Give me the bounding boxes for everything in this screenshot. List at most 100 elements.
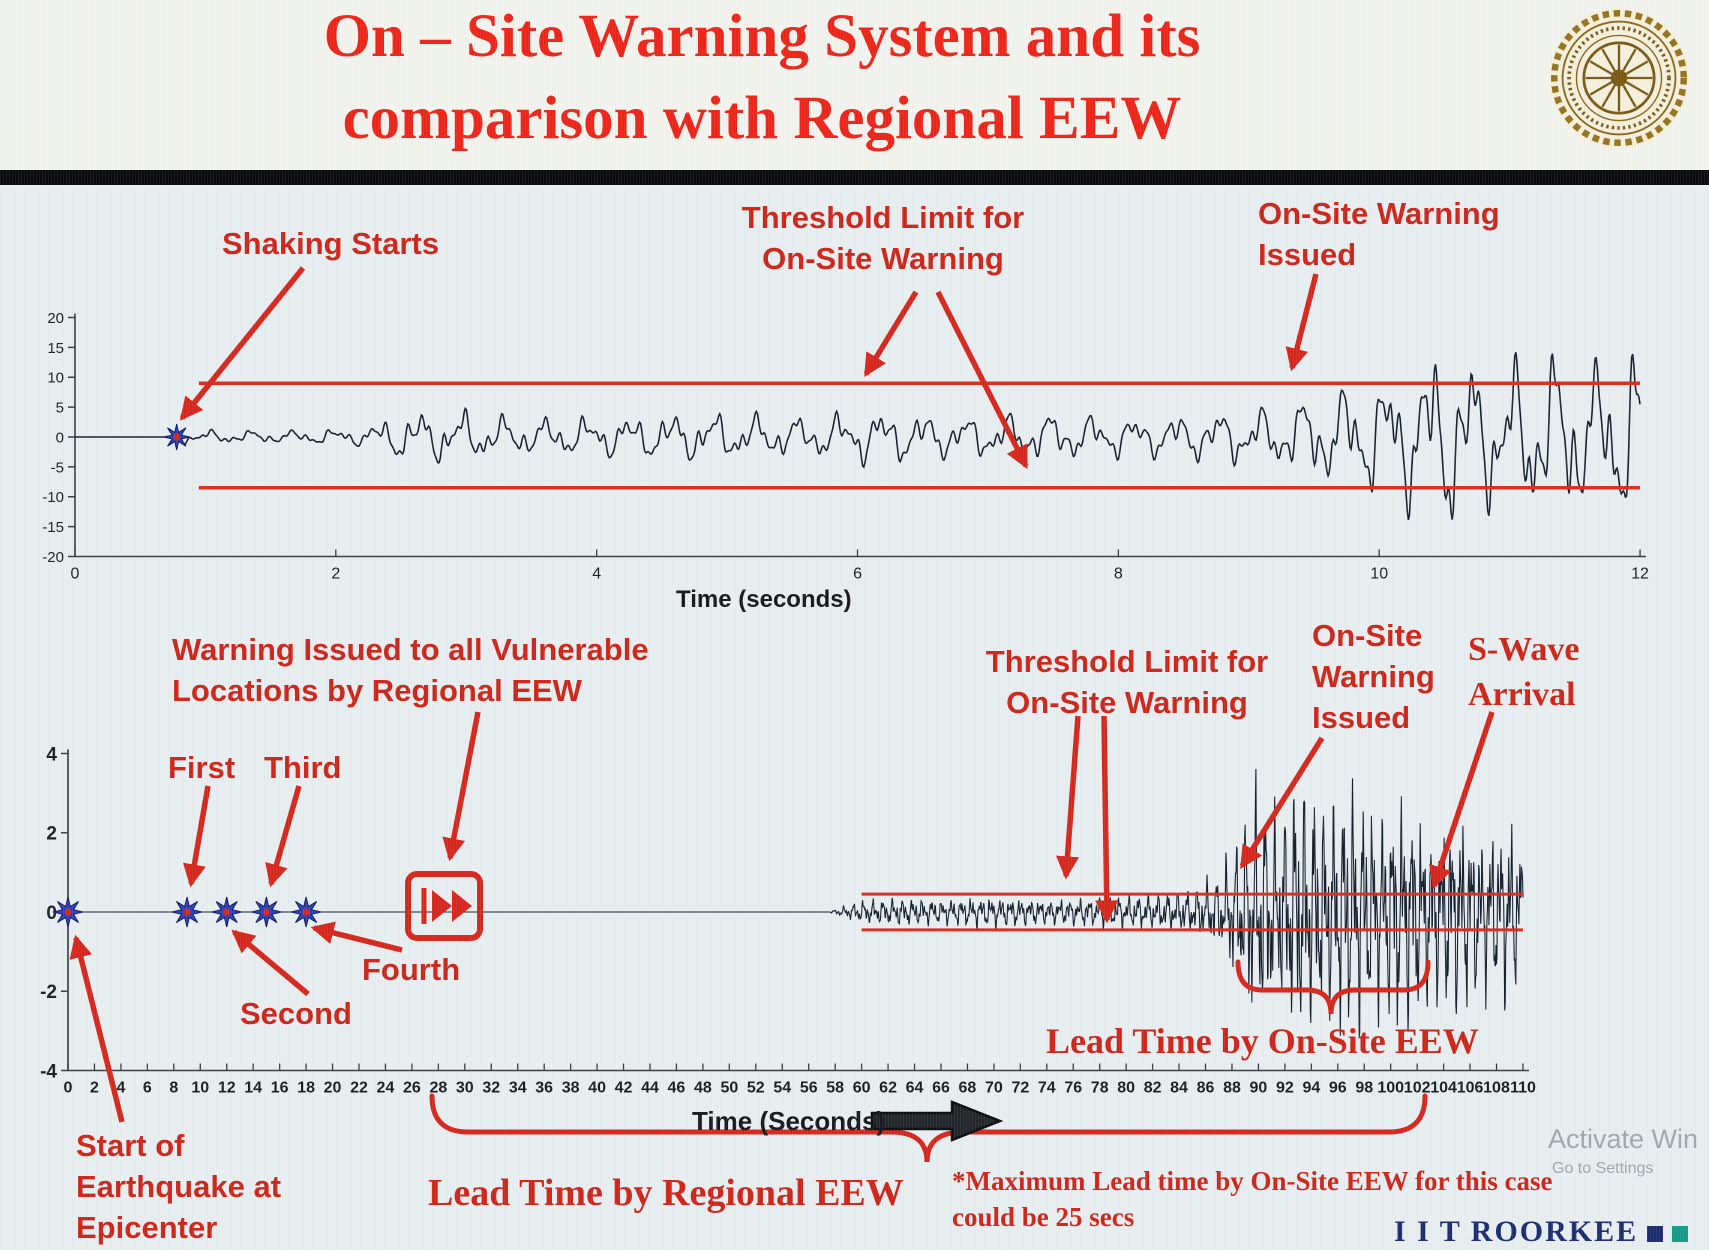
x-tick-label: 100	[1377, 1080, 1404, 1097]
s-wave-arrival-label: S-Wave Arrival	[1468, 631, 1580, 713]
y-tick-label: -15	[42, 519, 64, 536]
y-tick-label: 4	[46, 744, 57, 765]
lead-time-onsite-label: Lead Time by On-Site EEW	[1046, 1021, 1479, 1061]
p-detection-marker-1-center-dot	[183, 908, 191, 916]
x-tick-label: 18	[297, 1080, 315, 1097]
x-tick-label: 50	[720, 1080, 738, 1097]
y-tick-label: 0	[46, 903, 57, 924]
x-tick-label: 82	[1144, 1080, 1162, 1097]
y-tick-label: -5	[51, 459, 64, 476]
first-detection-label: First	[168, 750, 236, 785]
x-tick-label: 106	[1457, 1080, 1484, 1097]
x-tick-label: 58	[826, 1080, 844, 1097]
regional-warning-label: Warning Issued to all Vulnerable Locatio…	[172, 632, 649, 708]
x-tick-label: 86	[1197, 1080, 1215, 1097]
x-tick-label: 22	[350, 1080, 368, 1097]
activate-windows-watermark: Activate Win	[1548, 1124, 1699, 1154]
x-tick-label: 104	[1430, 1080, 1457, 1097]
p-detection-marker-4-center-dot	[302, 908, 310, 916]
y-tick-label: -4	[40, 1061, 57, 1082]
x-tick-label: 34	[509, 1080, 527, 1097]
p-detection-marker-2-center-dot	[223, 908, 231, 916]
shaking-starts-label: Shaking Starts	[222, 226, 440, 261]
y-tick-label: 10	[47, 370, 64, 387]
bottom-xaxis-label: Time (Seconds)	[692, 1106, 886, 1136]
go-to-settings-watermark: Go to Settings	[1552, 1160, 1654, 1177]
x-tick-label: 36	[535, 1080, 553, 1097]
max-lead-time-note: *Maximum Lead time by On-Site EEW for th…	[952, 1166, 1553, 1232]
epicenter-origin-marker-center-dot	[64, 908, 72, 916]
brand-square-navy-icon	[1647, 1226, 1664, 1243]
y-tick-label: -2	[40, 982, 57, 1003]
x-tick-label: 20	[324, 1080, 342, 1097]
x-tick-label: 64	[906, 1080, 924, 1097]
y-tick-label: 0	[56, 429, 64, 446]
x-tick-label: 56	[800, 1080, 818, 1097]
x-tick-label: 6	[853, 566, 862, 583]
shaking-start-marker-center-dot	[173, 433, 181, 441]
title-block: On – Site Warning System and its compari…	[0, 0, 1709, 170]
x-tick-label: 24	[377, 1080, 395, 1097]
x-tick-label: 6	[143, 1080, 152, 1097]
seismogram-waveform	[75, 352, 1641, 521]
page-title-line1: On – Site Warning System and its	[323, 3, 1201, 70]
x-tick-label: 80	[1117, 1080, 1135, 1097]
y-tick-label: 15	[47, 340, 64, 357]
x-tick-label: 16	[271, 1080, 289, 1097]
x-tick-label: 88	[1223, 1080, 1241, 1097]
x-tick-label: 28	[429, 1080, 447, 1097]
x-tick-label: 42	[615, 1080, 633, 1097]
x-tick-label: 94	[1302, 1080, 1320, 1097]
fourth-detection-label: Fourth	[362, 952, 461, 987]
x-tick-label: 54	[773, 1080, 791, 1097]
y-tick-label: -20	[42, 549, 64, 566]
x-tick-label: 90	[1250, 1080, 1268, 1097]
x-tick-label: 60	[853, 1080, 871, 1097]
x-tick-label: 96	[1329, 1080, 1347, 1097]
third-detection-label: Third	[264, 750, 342, 785]
x-tick-label: 102	[1404, 1080, 1431, 1097]
x-tick-label: 38	[562, 1080, 580, 1097]
x-tick-label: 4	[592, 566, 601, 583]
p-detection-marker-3-center-dot	[262, 908, 270, 916]
y-tick-label: 2	[46, 824, 57, 845]
onsite-warning-bottom-label: On-Site Warning Issued	[1312, 618, 1435, 735]
x-tick-label: 70	[985, 1080, 1003, 1097]
brand-square-teal-icon	[1672, 1226, 1689, 1243]
x-tick-label: 12	[218, 1080, 236, 1097]
threshold-top-label: Threshold Limit for On-Site Warning	[741, 200, 1025, 276]
x-tick-label: 78	[1091, 1080, 1109, 1097]
x-tick-label: 44	[641, 1080, 659, 1097]
lead-time-regional-label: Lead Time by Regional EEW	[428, 1172, 904, 1214]
x-tick-label: 110	[1510, 1080, 1536, 1097]
x-tick-label: 32	[482, 1080, 500, 1097]
threshold-bottom-label: Threshold Limit for On-Site Warning	[985, 644, 1269, 720]
onsite-warning-top-label: On-Site Warning Issued	[1258, 196, 1500, 272]
x-tick-label: 30	[456, 1080, 474, 1097]
x-tick-label: 14	[244, 1080, 262, 1097]
x-tick-label: 10	[1370, 566, 1388, 583]
x-tick-label: 72	[1011, 1080, 1029, 1097]
iit-roorkee-wordmark: I I T ROORKEE	[1394, 1212, 1689, 1250]
x-tick-label: 10	[191, 1080, 209, 1097]
x-tick-label: 76	[1064, 1080, 1082, 1097]
x-tick-label: 40	[588, 1080, 606, 1097]
y-tick-label: 20	[47, 310, 64, 327]
x-tick-label: 84	[1170, 1080, 1188, 1097]
x-tick-label: 26	[403, 1080, 421, 1097]
y-tick-label: -10	[42, 489, 64, 506]
x-tick-label: 0	[64, 1080, 73, 1097]
x-tick-label: 62	[879, 1080, 897, 1097]
y-tick-label: 5	[56, 400, 64, 417]
x-tick-label: 12	[1631, 566, 1649, 583]
x-tick-label: 66	[932, 1080, 950, 1097]
x-tick-label: 98	[1355, 1080, 1373, 1097]
second-detection-label: Second	[240, 996, 352, 1031]
x-tick-label: 8	[1114, 566, 1123, 583]
x-tick-label: 108	[1483, 1080, 1510, 1097]
start-epicenter-label: Start of Earthquake at Epicenter	[76, 1128, 282, 1245]
x-tick-label: 2	[331, 566, 340, 583]
x-tick-label: 0	[71, 566, 80, 583]
